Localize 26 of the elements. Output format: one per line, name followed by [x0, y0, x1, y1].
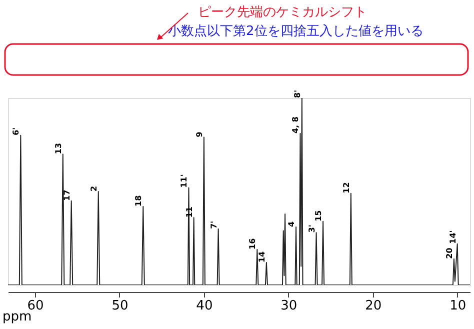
annotation: 6'	[12, 127, 21, 136]
annotation: 3'	[307, 224, 316, 233]
x-tick-label: 50	[112, 298, 128, 314]
annotation: 14	[257, 250, 266, 263]
annotation: 4, 8	[291, 116, 300, 134]
annotation: 20	[444, 247, 454, 259]
annotation: 16	[248, 238, 258, 250]
x-tick-label: 20	[365, 298, 382, 314]
annotation: 18	[134, 194, 144, 206]
annotation: 15	[314, 210, 324, 222]
x-tick-label: 30	[280, 298, 298, 314]
annotation: 13	[54, 142, 63, 154]
annotation: 14'	[448, 230, 458, 244]
annotation: 7'	[209, 220, 218, 229]
annotation: 11'	[180, 174, 189, 188]
x-tick-label: 10	[450, 298, 466, 314]
x-tick-label: 40	[196, 298, 213, 314]
annotation: 2	[89, 186, 98, 192]
text: 小数点以下第2位を四捨五入した値を用いる	[168, 24, 424, 39]
annotation: 4	[287, 221, 296, 228]
annotation: 9	[194, 131, 204, 138]
annotation: 11	[184, 206, 194, 218]
text: ピーク先端のケミカルシフト	[198, 5, 367, 20]
annotation: 17	[62, 190, 72, 201]
annotation: 12	[342, 182, 351, 194]
annotation: 8'	[292, 90, 302, 98]
